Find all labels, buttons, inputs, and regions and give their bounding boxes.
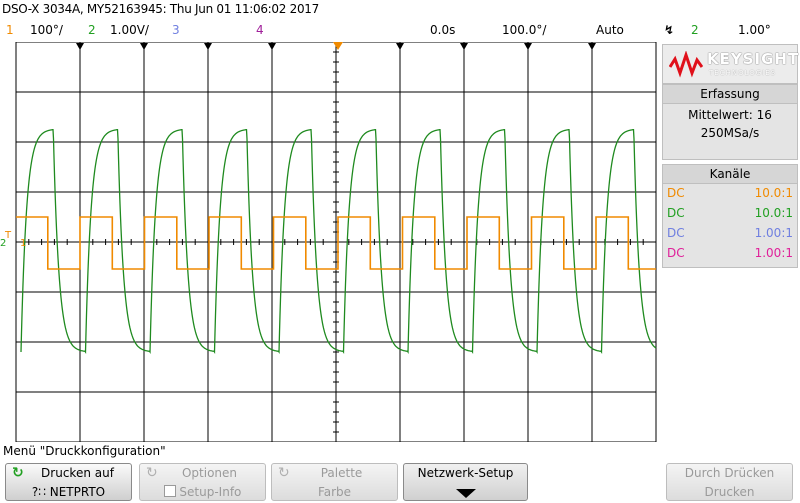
graticule-ticks <box>15 42 657 442</box>
time-marker <box>524 43 532 50</box>
time-marker <box>204 43 212 50</box>
ch4-number[interactable]: 4 <box>256 23 264 37</box>
ch2-scale[interactable]: 1.00V/ <box>110 23 149 37</box>
network-printer-icon: ?∷ <box>31 485 46 499</box>
acquisition-header: Erfassung <box>663 85 797 104</box>
trigger-mode[interactable]: Auto <box>596 23 624 37</box>
ch1-number[interactable]: 1 <box>6 23 14 37</box>
channels-box[interactable]: Kanäle DC 10.0:1 DC 10.0:1 DC 1.00:1 DC … <box>662 164 798 268</box>
keysight-logo-icon <box>669 51 703 78</box>
ch1-ground-marker[interactable]: 1 <box>20 238 26 249</box>
rotate-icon: ↻ <box>146 465 158 481</box>
brand-sub: TECHNOLOGIES <box>709 69 777 77</box>
print-to-value: NETPRTO <box>49 485 106 499</box>
trigger-source[interactable]: 2 <box>691 23 699 37</box>
options-softkey[interactable]: ↻ Optionen Setup-Info <box>139 463 266 501</box>
print-label-1: Durch Drücken <box>684 466 775 480</box>
ch2-number[interactable]: 2 <box>88 23 96 37</box>
network-setup-label: Netzwerk-Setup <box>417 466 514 480</box>
ch1-probe: 10.0:1 <box>754 186 793 200</box>
ch2-waveform <box>20 129 657 354</box>
time-markers <box>76 43 596 50</box>
trigger-level-marker[interactable]: T <box>4 230 12 241</box>
palette-softkey[interactable]: ↻ Palette Farbe <box>271 463 398 501</box>
setup-info-checkbox[interactable] <box>163 485 176 497</box>
ch1-coupling: DC <box>667 186 685 200</box>
brand-box: KEYSIGHT TECHNOLOGIES <box>662 44 798 84</box>
time-marker <box>76 43 84 50</box>
print-to-softkey[interactable]: ↻ Drucken auf ?∷ NETPRTO <box>5 463 132 501</box>
palette-label: Palette <box>320 466 363 480</box>
rotate-icon: ↻ <box>278 465 290 481</box>
time-delay[interactable]: 0.0s <box>430 23 456 37</box>
trigger-position-icon[interactable] <box>333 42 343 50</box>
acquisition-mode: Mittelwert: 16 <box>688 108 772 122</box>
ch1-scale[interactable]: 100°/ <box>30 23 63 37</box>
trigger-edge-icon: ↯ <box>664 23 675 37</box>
ch2-probe: 10.0:1 <box>754 206 793 220</box>
acquisition-box[interactable]: Erfassung Mittelwert: 16 250MSa/s <box>662 84 798 160</box>
time-marker <box>396 43 404 50</box>
time-marker <box>460 43 468 50</box>
time-marker <box>588 43 596 50</box>
print-label-2: Drucken <box>704 485 755 499</box>
window-title: DSO-X 3034A, MY52163945: Thu Jun 01 11:0… <box>2 2 319 16</box>
trigger-level[interactable]: 1.00° <box>738 23 771 37</box>
sample-rate: 250MSa/s <box>700 126 760 140</box>
menu-title: Menü "Druckkonfiguration" <box>3 444 166 458</box>
ch3-coupling: DC <box>667 226 685 240</box>
ch2-coupling: DC <box>667 206 685 220</box>
ch2-ground-marker[interactable]: 2 <box>0 238 6 249</box>
right-panel: KEYSIGHT TECHNOLOGIES Erfassung Mittelwe… <box>660 42 800 442</box>
arrow-down-icon <box>456 489 476 498</box>
options-label: Optionen <box>181 466 238 480</box>
rotate-icon: ↻ <box>12 465 24 481</box>
print-to-label: Drucken auf <box>41 466 114 480</box>
setup-info-label: Setup-Info <box>179 485 242 499</box>
print-softkey[interactable]: Durch Drücken Drucken <box>666 463 793 501</box>
ch3-number[interactable]: 3 <box>172 23 180 37</box>
ch4-coupling: DC <box>667 246 685 260</box>
waveform-display[interactable]: T 2 1 <box>0 42 660 442</box>
time-marker <box>268 43 276 50</box>
time-marker <box>140 43 148 50</box>
palette-value: Farbe <box>317 485 352 499</box>
time-scale[interactable]: 100.0°/ <box>502 23 547 37</box>
ch4-probe: 1.00:1 <box>754 246 793 260</box>
ch1-waveform <box>16 216 656 270</box>
channels-header: Kanäle <box>663 165 797 184</box>
ch3-probe: 1.00:1 <box>754 226 793 240</box>
network-setup-softkey[interactable]: Netzwerk-Setup <box>403 463 528 501</box>
brand-name: KEYSIGHT <box>707 50 800 68</box>
